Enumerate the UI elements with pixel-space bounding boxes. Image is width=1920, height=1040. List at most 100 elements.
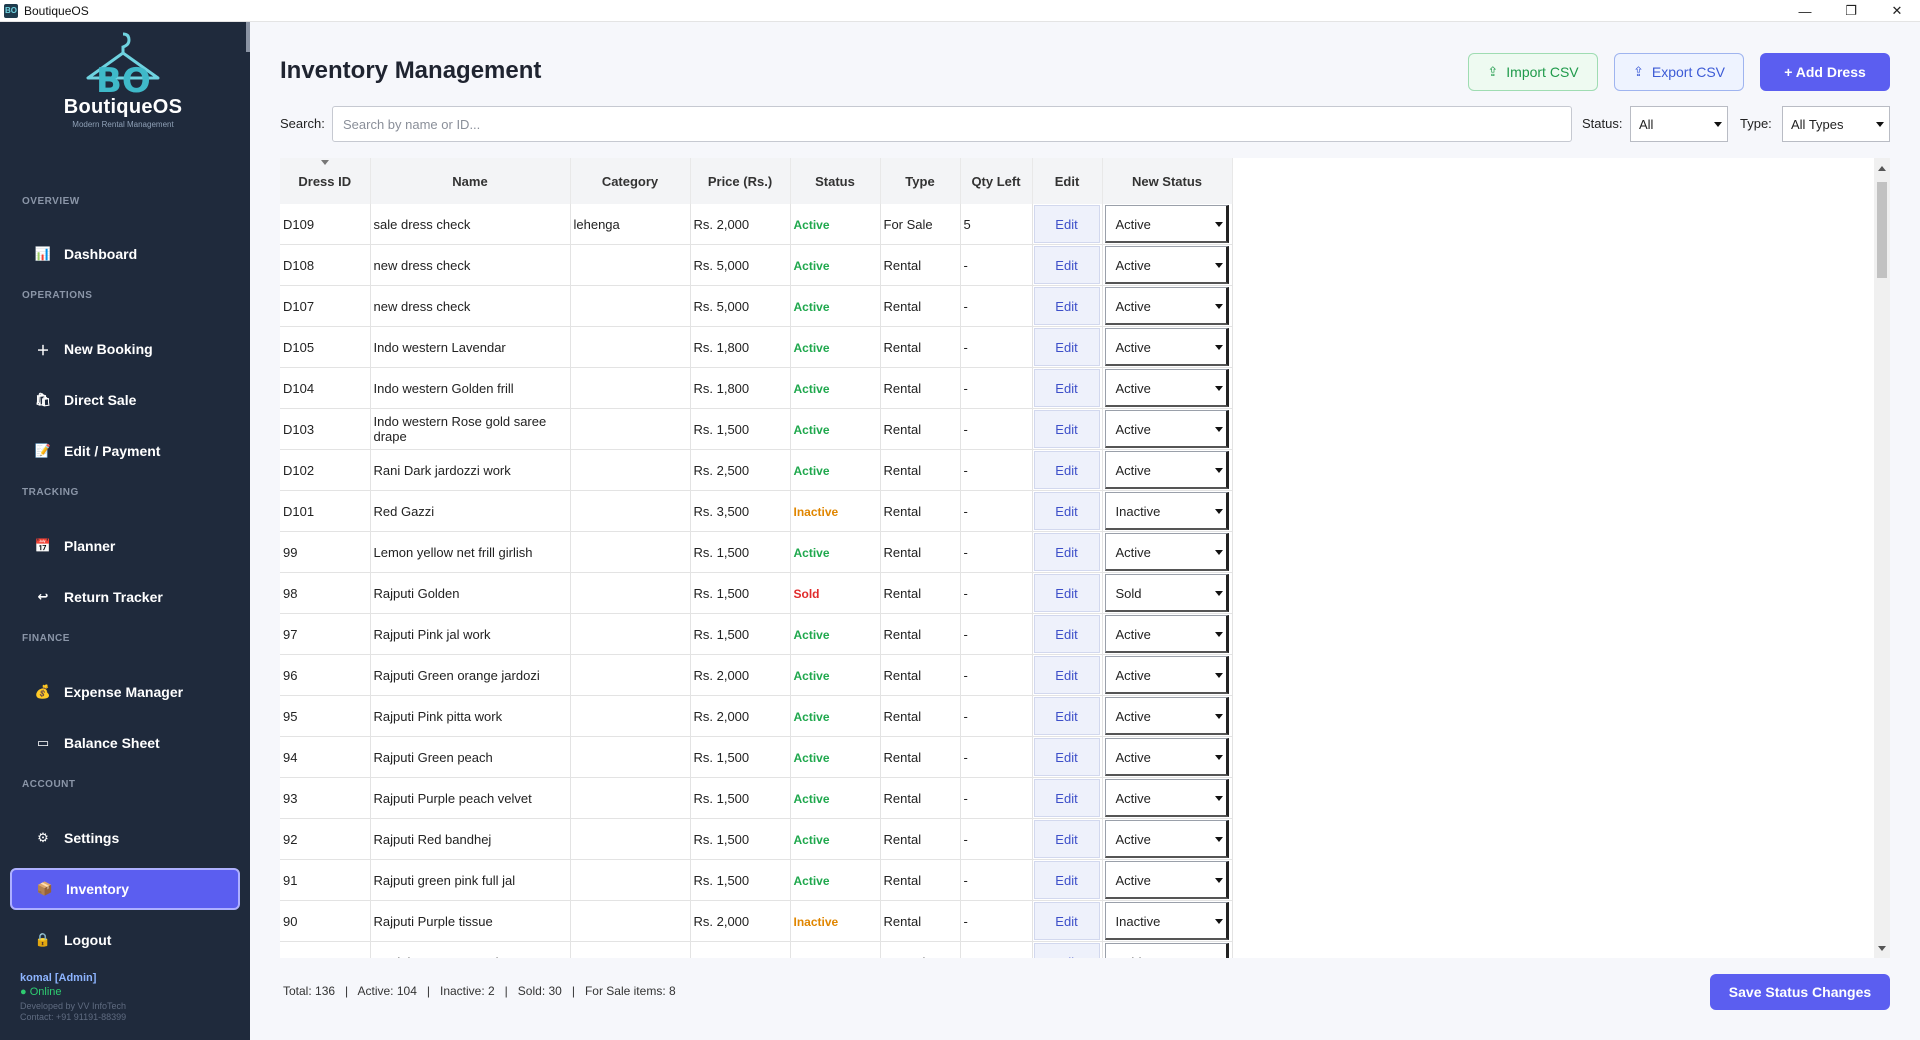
col-dress-id[interactable]: Dress ID xyxy=(280,158,371,204)
edit-button[interactable]: Edit xyxy=(1033,656,1100,694)
edit-button[interactable]: Edit xyxy=(1033,533,1100,571)
edit-button[interactable]: Edit xyxy=(1033,574,1100,612)
table-row[interactable]: 93 Rajputi Purple peach velvet Rs. 1,500 Ac… xyxy=(280,777,1233,819)
edit-button[interactable]: Edit xyxy=(1033,246,1100,284)
table-row[interactable]: 90 Rajputi Purple tissue Rs. 2,000 Inactive… xyxy=(280,900,1233,942)
edit-button[interactable]: Edit xyxy=(1033,287,1100,325)
new-status-select[interactable]: Active xyxy=(1104,451,1229,489)
edit-button[interactable]: Edit xyxy=(1033,205,1100,243)
scroll-thumb[interactable] xyxy=(1877,182,1887,278)
table-row[interactable]: D107 new dress check Rs. 5,000 Active Rental… xyxy=(280,285,1233,327)
nav-dashboard[interactable]: 📊 Dashboard xyxy=(10,233,240,275)
edit-button[interactable]: Edit xyxy=(1033,615,1100,653)
table-row[interactable]: 99 Lemon yellow net frill girlish Rs. 1,50… xyxy=(280,531,1233,573)
status-badge: Active xyxy=(793,873,830,888)
scroll-down-icon[interactable] xyxy=(1874,940,1890,956)
nav-expense-manager[interactable]: 💰 Expense Manager xyxy=(10,671,240,713)
new-status-select[interactable]: Active xyxy=(1104,738,1229,776)
col-status[interactable]: Status xyxy=(790,158,881,204)
col-name[interactable]: Name xyxy=(370,158,571,204)
cell-category xyxy=(570,326,691,368)
table-row[interactable]: 95 Rajputi Pink pitta work Rs. 2,000 Active… xyxy=(280,695,1233,737)
nav-edit-payment[interactable]: 📝 Edit / Payment xyxy=(10,430,240,472)
table-row[interactable]: D102 Rani Dark jardozzi work Rs. 2,500 Acti… xyxy=(280,449,1233,491)
nav-planner[interactable]: 📅 Planner xyxy=(10,525,240,567)
package-icon: 📦 xyxy=(36,881,54,896)
edit-button[interactable]: Edit xyxy=(1033,369,1100,407)
edit-button[interactable]: Edit xyxy=(1033,451,1100,489)
cell-qty-left: - xyxy=(960,285,1033,327)
new-status-select[interactable]: Active xyxy=(1104,656,1229,694)
search-input[interactable] xyxy=(332,106,1572,142)
new-status-select[interactable]: Active xyxy=(1104,697,1229,735)
new-status-select[interactable]: Active xyxy=(1104,369,1229,407)
new-status-select[interactable]: Active xyxy=(1104,205,1229,243)
table-row[interactable]: 96 Rajputi Green orange jardozi Rs. 2,000 A… xyxy=(280,654,1233,696)
type-filter-value: All Types xyxy=(1791,117,1844,132)
table-row[interactable]: 92 Rajputi Red bandhej Rs. 1,500 Active Rent… xyxy=(280,818,1233,860)
new-status-select[interactable]: Inactive xyxy=(1104,902,1229,940)
export-csv-button[interactable]: ⇪ Export CSV xyxy=(1614,53,1744,91)
close-icon[interactable]: ✕ xyxy=(1891,3,1903,18)
new-status-select[interactable]: Active xyxy=(1104,615,1229,653)
table-row[interactable]: D108 new dress check Rs. 5,000 Active Rental… xyxy=(280,244,1233,286)
new-status-select[interactable]: Sold xyxy=(1104,943,1229,958)
nav-balance-sheet[interactable]: ▭ Balance Sheet xyxy=(10,722,240,764)
edit-button[interactable]: Edit xyxy=(1033,492,1100,530)
nav-direct-sale[interactable]: 🛍 Direct Sale xyxy=(10,379,240,421)
cell-edit: Edit xyxy=(1032,326,1103,368)
nav-inventory[interactable]: 📦 Inventory xyxy=(10,868,240,910)
sidebar-scrollbar[interactable] xyxy=(246,22,250,52)
new-status-select[interactable]: Active xyxy=(1104,287,1229,325)
minimize-icon[interactable]: — xyxy=(1798,3,1812,19)
col-price[interactable]: Price (Rs.) xyxy=(690,158,791,204)
new-status-select[interactable]: Active xyxy=(1104,779,1229,817)
new-status-select[interactable]: Active xyxy=(1104,328,1229,366)
edit-button[interactable]: Edit xyxy=(1033,820,1100,858)
table-row[interactable]: 94 Rajputi Green peach Rs. 1,500 Active Rent… xyxy=(280,736,1233,778)
new-status-select[interactable]: Inactive xyxy=(1104,492,1229,530)
new-status-select[interactable]: Active xyxy=(1104,820,1229,858)
edit-button[interactable]: Edit xyxy=(1033,410,1100,448)
edit-button[interactable]: Edit xyxy=(1033,943,1100,958)
table-scrollbar[interactable] xyxy=(1874,158,1890,958)
nav-settings[interactable]: ⚙ Settings xyxy=(10,817,240,859)
table-row[interactable]: D103 Indo western Rose gold saree drape Rs… xyxy=(280,408,1233,450)
nav-return-tracker[interactable]: ↩ Return Tracker xyxy=(10,576,240,618)
edit-button[interactable]: Edit xyxy=(1033,779,1100,817)
new-status-select[interactable]: Active xyxy=(1104,410,1229,448)
col-qty-left[interactable]: Qty Left xyxy=(960,158,1033,204)
nav-new-booking[interactable]: ＋ New Booking xyxy=(10,328,240,370)
table-row[interactable]: 98 Rajputi Golden Rs. 1,500 Sold Rental - Edit… xyxy=(280,572,1233,614)
col-type[interactable]: Type xyxy=(880,158,961,204)
col-edit[interactable]: Edit xyxy=(1032,158,1103,204)
table-row[interactable]: 9Rani tissue gotta pattiRs. 2,500SoldFor… xyxy=(280,941,1233,958)
table-row[interactable]: 91 Rajputi green pink full jal Rs. 1,500 Ac… xyxy=(280,859,1233,901)
edit-button[interactable]: Edit xyxy=(1033,738,1100,776)
new-status-select[interactable]: Active xyxy=(1104,533,1229,571)
scroll-up-icon[interactable] xyxy=(1874,160,1890,176)
add-dress-button[interactable]: + Add Dress xyxy=(1760,53,1890,91)
status-filter-select[interactable]: All xyxy=(1630,106,1728,142)
edit-button[interactable]: Edit xyxy=(1033,861,1100,899)
col-category[interactable]: Category xyxy=(570,158,691,204)
import-csv-button[interactable]: ⇪ Import CSV xyxy=(1468,53,1598,91)
edit-button[interactable]: Edit xyxy=(1033,328,1100,366)
restore-icon[interactable]: ❐ xyxy=(1845,3,1857,18)
cell-dress-id: D105 xyxy=(280,326,371,368)
new-status-select[interactable]: Sold xyxy=(1104,574,1229,612)
table-row[interactable]: 97 Rajputi Pink jal work Rs. 1,500 Active Re… xyxy=(280,613,1233,655)
nav-logout[interactable]: 🔒 Logout xyxy=(10,919,240,961)
table-row[interactable]: D104 Indo western Golden frill Rs. 1,800 Ac… xyxy=(280,367,1233,409)
edit-button[interactable]: Edit xyxy=(1033,697,1100,735)
col-new-status[interactable]: New Status xyxy=(1102,158,1233,204)
new-status-select[interactable]: Active xyxy=(1104,861,1229,899)
save-status-changes-button[interactable]: Save Status Changes xyxy=(1710,974,1890,1010)
edit-button[interactable]: Edit xyxy=(1033,902,1100,940)
table-row[interactable]: D101 Red Gazzi Rs. 3,500 Inactive Rental - Edi… xyxy=(280,490,1233,532)
new-status-select[interactable]: Active xyxy=(1104,246,1229,284)
table-row[interactable]: D109 sale dress check lehenga Rs. 2,000 Acti… xyxy=(280,204,1233,245)
sheet-icon: ▭ xyxy=(36,735,50,750)
table-row[interactable]: D105 Indo western Lavendar Rs. 1,800 Active… xyxy=(280,326,1233,368)
type-filter-select[interactable]: All Types xyxy=(1782,106,1890,142)
